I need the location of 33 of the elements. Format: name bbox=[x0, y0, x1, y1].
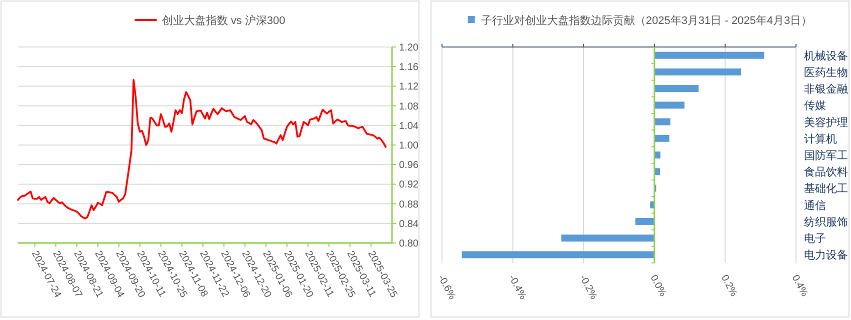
y-tick-label: 电力设备 bbox=[804, 248, 848, 262]
y-tick-label: 0.88 bbox=[399, 199, 419, 210]
legend: 创业大盘指数 vs 沪深300 bbox=[134, 15, 286, 27]
y-tick-label: 0.84 bbox=[399, 218, 419, 230]
y-tick-label: 电子 bbox=[804, 232, 826, 246]
y-tick-label: 食品饮料 bbox=[804, 166, 848, 179]
y-tick-label: 国防军工 bbox=[804, 149, 848, 162]
y-tick-label: 美容护理 bbox=[804, 116, 848, 129]
y-tick-label: 机械设备 bbox=[804, 49, 848, 62]
y-tick-label: 医药生物 bbox=[804, 66, 848, 79]
y-tick-label: 非银金融 bbox=[804, 82, 848, 96]
x-tick-label: -0.4% bbox=[506, 273, 528, 302]
y-tick-label: 0.92 bbox=[399, 180, 419, 191]
y-tick-label: 传媒 bbox=[804, 100, 826, 112]
y-tick-label: 0.96 bbox=[399, 160, 419, 172]
legend-label: 创业大盘指数 vs 沪深300 bbox=[162, 14, 286, 27]
y-tick-label: 0.80 bbox=[399, 238, 419, 250]
y-tick-label: 纺织服饰 bbox=[804, 215, 848, 228]
x-tick-label: -0.2% bbox=[576, 273, 599, 302]
y-tick-label: 1.12 bbox=[399, 82, 419, 93]
legend: 子行业对创业大盘指数边际贡献（2025年3月31日 - 2025年4月3日） bbox=[468, 15, 812, 27]
y-tick-label: 通信 bbox=[804, 198, 826, 212]
x-tick-label: -0.6% bbox=[435, 273, 458, 302]
y-tick-label: 1.16 bbox=[399, 62, 419, 74]
y-tick-label: 1.08 bbox=[399, 101, 419, 112]
y-tick-label: 计算机 bbox=[804, 132, 837, 146]
y-tick-label: 1.04 bbox=[399, 120, 419, 132]
x-tick-label: 0.4% bbox=[789, 273, 810, 299]
x-tick-label: 0.2% bbox=[718, 273, 740, 299]
x-tick-label: 0.0% bbox=[648, 273, 668, 299]
y-tick-label: 1.00 bbox=[399, 140, 419, 152]
y-tick-label: 1.20 bbox=[399, 42, 419, 54]
y-tick-label: 基础化工 bbox=[804, 182, 848, 196]
